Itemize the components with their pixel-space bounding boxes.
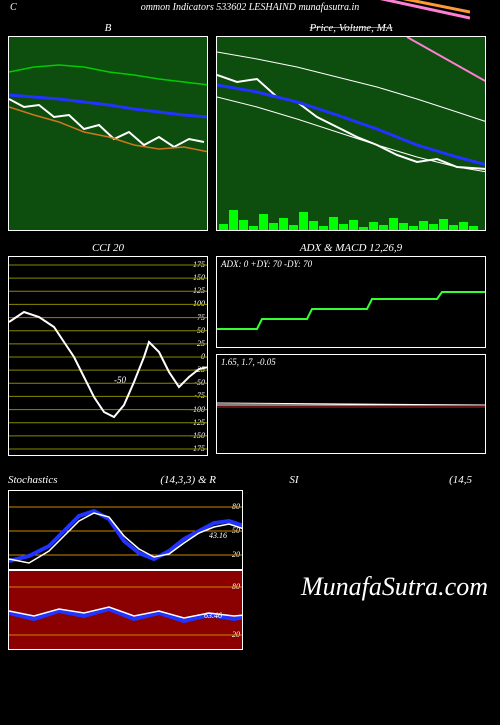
panel-price-title: Price, Volume, MA [216,19,486,36]
si-title: SI [224,474,364,486]
chart-cci: 1751501251007550250-25-50-75-100-125-150… [8,256,208,456]
panel-b-title: B [8,19,208,36]
stoch-title: Stochastics [8,474,88,486]
header-left: C [10,2,17,13]
panel-adx-title: ADX & MACD 12,26,9 [216,239,486,256]
si-params: (14,5 [372,474,472,486]
watermark: MunafaSutra.com [301,572,488,602]
chart-adx: ADX: 0 +DY: 70 -DY: 70 [216,256,486,348]
chart-macd: 1.65, 1.7, -0.05 [216,354,486,454]
panel-cci-title: CCI 20 [8,239,208,256]
chart-b [8,36,208,231]
chart-rsi: 802063.46 [8,570,243,650]
chart-price [216,36,486,231]
top-diagonal-lines [350,0,470,20]
header-center: ommon Indicators 533602 LESHAIND munafas… [141,2,360,13]
stoch-params: (14,3,3) & R [96,474,216,486]
chart-stoch: 80502043.16 [8,490,243,570]
